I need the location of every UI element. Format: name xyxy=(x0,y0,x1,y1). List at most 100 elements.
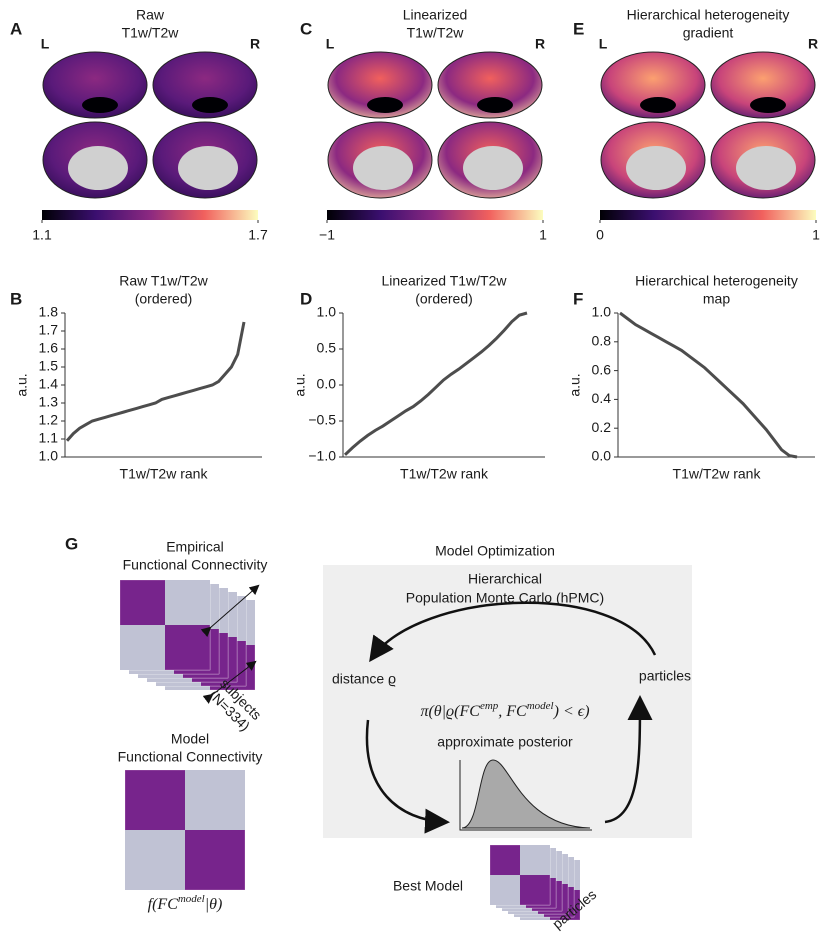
criterion-part: model xyxy=(527,700,554,712)
brain-title: Raw xyxy=(136,7,165,23)
y-tick-label: 1.4 xyxy=(39,376,59,392)
brain-wall xyxy=(463,146,523,190)
fc-matrix-block xyxy=(120,625,165,670)
diagram-label: Functional Connectivity xyxy=(123,557,268,573)
diagram-label: Empirical xyxy=(166,539,224,555)
y-axis-label: a.u. xyxy=(292,373,308,396)
y-tick-label: −1.0 xyxy=(308,448,336,464)
hemisphere-label: R xyxy=(535,36,545,52)
y-tick-label: 1.6 xyxy=(39,340,59,356)
criterion-part: π(θ|ϱ(FC xyxy=(420,703,480,720)
y-tick-label: 1.3 xyxy=(39,394,59,410)
model-formula-part: f(FC xyxy=(148,896,179,913)
y-tick-label: 0.5 xyxy=(317,340,337,356)
line-series xyxy=(67,322,244,441)
y-tick-label: 0.0 xyxy=(317,376,337,392)
chart-title: map xyxy=(703,291,730,307)
colorbar-tick-label: 0 xyxy=(596,227,604,243)
model-matrix-diag xyxy=(185,830,245,890)
y-tick-label: 1.0 xyxy=(39,448,59,464)
brain-title: gradient xyxy=(683,25,734,41)
hemisphere-label: R xyxy=(808,36,818,52)
panel-letter: E xyxy=(573,19,584,38)
diagram-label: Functional Connectivity xyxy=(118,749,263,765)
brain-feature xyxy=(750,97,786,113)
y-tick-label: 0.6 xyxy=(592,361,612,377)
y-tick-label: 1.0 xyxy=(317,304,337,320)
y-tick-label: 0.8 xyxy=(592,333,612,349)
colorbar xyxy=(600,210,816,220)
x-axis-label: T1w/T2w rank xyxy=(120,466,209,482)
fc-matrix-diag xyxy=(120,580,165,625)
brain-feature xyxy=(640,97,676,113)
brain-wall xyxy=(68,146,128,190)
brain-title: Hierarchical heterogeneity xyxy=(627,7,790,23)
criterion-part: emp xyxy=(480,700,499,712)
chart-title: Linearized T1w/T2w xyxy=(381,273,507,289)
hemisphere-label: R xyxy=(250,36,260,52)
diagram-label: distance ϱ xyxy=(332,671,396,687)
x-axis-label: T1w/T2w rank xyxy=(400,466,489,482)
y-tick-label: 1.7 xyxy=(39,322,59,338)
chart-title: Hierarchical heterogeneity xyxy=(635,273,798,289)
y-tick-label: −0.5 xyxy=(308,412,336,428)
diagram-title: Model Optimization xyxy=(435,543,555,559)
y-tick-label: 1.2 xyxy=(39,412,59,428)
brain-title: T1w/T2w xyxy=(122,25,180,41)
colorbar-tick-label: 1 xyxy=(539,227,547,243)
chart-title: (ordered) xyxy=(415,291,473,307)
criterion-part: , FC xyxy=(498,703,527,720)
line-series xyxy=(620,313,797,457)
brain-wall xyxy=(353,146,413,190)
model-matrix-block xyxy=(185,770,245,830)
y-tick-label: 0.0 xyxy=(592,448,612,464)
best-matrix-diag xyxy=(520,875,550,905)
brain-feature xyxy=(82,97,118,113)
model-formula: f(FCmodel|θ) xyxy=(148,893,223,913)
colorbar xyxy=(42,210,258,220)
brain-feature xyxy=(477,97,513,113)
diagram-label: Best Model xyxy=(393,878,463,894)
panel-letter: G xyxy=(65,534,78,553)
diagram-label: particles xyxy=(639,668,691,684)
panel-letter: B xyxy=(10,289,22,308)
y-tick-label: 1.8 xyxy=(39,304,59,320)
figure: A C E B D F G Raw T1w/T2w L R 1.1 1.7 Linearized T1w/T… xyxy=(0,0,825,942)
y-axis-label: a.u. xyxy=(14,373,30,396)
y-tick-label: 1.0 xyxy=(592,304,612,320)
line-series xyxy=(345,313,527,455)
diagram-label: approximate posterior xyxy=(437,734,573,750)
fc-matrix-diag xyxy=(165,625,210,670)
chart-title: Raw T1w/T2w xyxy=(119,273,208,289)
best-matrix-block xyxy=(490,875,520,905)
panel-letter: A xyxy=(10,19,22,38)
panel-letter: F xyxy=(573,289,583,308)
model-formula-part: |θ) xyxy=(205,896,223,913)
brain-feature xyxy=(192,97,228,113)
criterion-part: ) < ϵ) xyxy=(553,703,590,720)
panel-letter: D xyxy=(300,289,312,308)
criterion: π(θ|ϱ(FCemp, FCmodel) < ϵ) xyxy=(420,700,589,720)
brain-wall xyxy=(736,146,796,190)
best-matrix-block xyxy=(520,845,550,875)
panel-letter: C xyxy=(300,19,312,38)
diagram-label: Model xyxy=(171,731,209,747)
colorbar-tick-label: 1.1 xyxy=(32,227,52,243)
colorbar-tick-label: −1 xyxy=(319,227,335,243)
model-matrix-block xyxy=(125,830,185,890)
y-tick-label: 1.5 xyxy=(39,358,59,374)
hemisphere-label: L xyxy=(599,36,608,52)
colorbar xyxy=(327,210,543,220)
brain-title: Linearized xyxy=(403,7,468,23)
y-tick-label: 1.1 xyxy=(39,430,59,446)
hemisphere-label: L xyxy=(326,36,335,52)
colorbar-tick-label: 1 xyxy=(812,227,820,243)
x-axis-label: T1w/T2w rank xyxy=(673,466,762,482)
brain-title: T1w/T2w xyxy=(407,25,465,41)
y-tick-label: 0.2 xyxy=(592,419,612,435)
chart-title: (ordered) xyxy=(135,291,193,307)
model-matrix-diag xyxy=(125,770,185,830)
fc-matrix-block xyxy=(165,580,210,625)
y-axis-label: a.u. xyxy=(567,373,583,396)
colorbar-tick-label: 1.7 xyxy=(248,227,268,243)
